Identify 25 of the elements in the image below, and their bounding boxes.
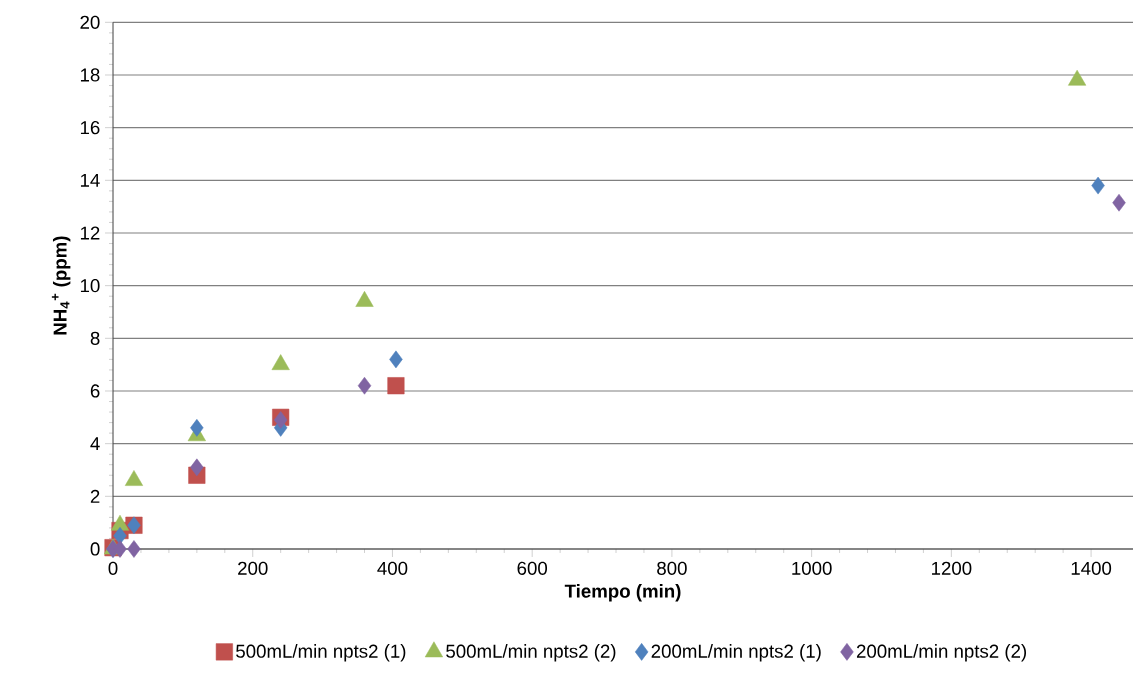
legend-label: 500mL/min npts2 (2) — [446, 644, 616, 662]
y-tick-label: 20 — [80, 15, 100, 29]
x-tick-label: 1200 — [932, 561, 972, 575]
x-tick-label: 0 — [108, 561, 118, 575]
y-axis-title: NH$_{4}$$^{+}$ (ppm) — [51, 236, 71, 335]
x-tick-label: 600 — [517, 561, 548, 575]
x-tick-label: 1400 — [1071, 561, 1112, 575]
y-tick-label: 2 — [90, 489, 100, 503]
legend-label: 200mL/min npts2 (1) — [651, 644, 821, 662]
legend-label: 200mL/min npts2 (2) — [856, 644, 1027, 662]
x-axis-title: Tiempo (min) — [564, 584, 681, 602]
y-tick-label: 4 — [90, 437, 100, 451]
y-tick-label: 10 — [80, 279, 100, 293]
y-tick-label: 16 — [80, 121, 100, 135]
y-tick-label: 14 — [80, 173, 100, 187]
x-tick-label: 800 — [657, 561, 687, 575]
y-tick-label: 12 — [80, 226, 100, 240]
y-tick-label: 8 — [90, 331, 100, 345]
x-tick-label: 1000 — [792, 561, 832, 575]
y-tick-label: 18 — [80, 68, 100, 82]
y-tick-label: 6 — [90, 384, 100, 398]
x-tick-label: 400 — [377, 561, 408, 575]
x-tick-label: 200 — [238, 561, 268, 575]
y-tick-label: 0 — [90, 542, 100, 556]
legend-label: 500mL/min npts2 (1) — [236, 644, 406, 662]
